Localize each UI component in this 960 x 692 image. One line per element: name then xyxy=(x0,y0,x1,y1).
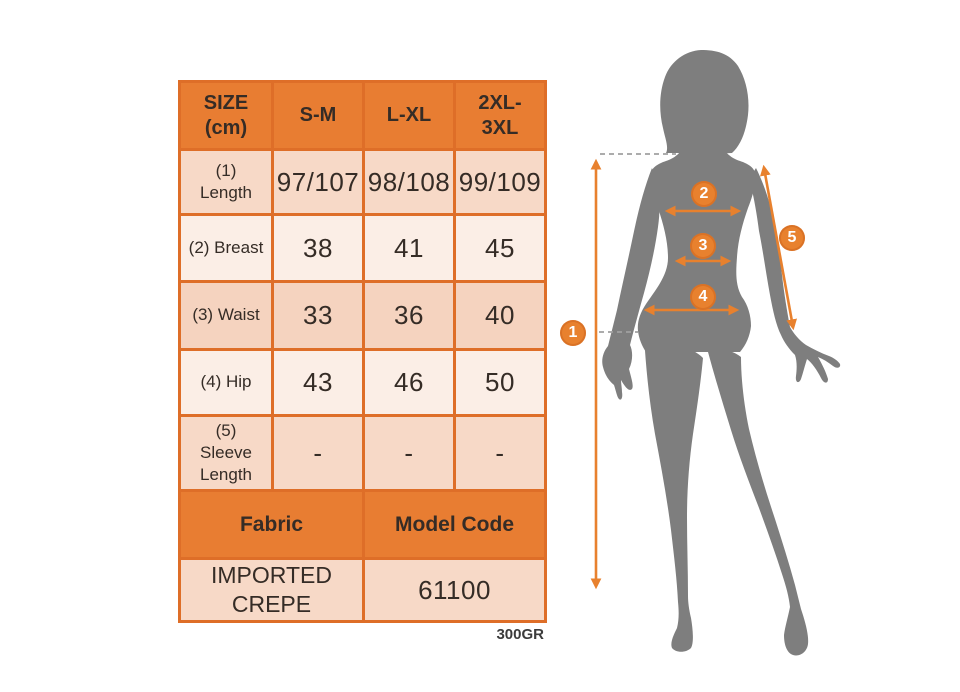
table-footer-header-row: Fabric Model Code xyxy=(178,489,547,560)
measure-badge-2: 2 xyxy=(691,181,717,207)
silhouette-left-leg xyxy=(644,336,703,652)
table-row-length: (1) Length 97/107 98/108 99/109 xyxy=(178,148,547,216)
table-row-breast: (2) Breast 38 41 45 xyxy=(178,213,547,283)
cell-waist-sm: 33 xyxy=(271,280,365,351)
measurement-arrows xyxy=(590,158,797,590)
silhouette-right-leg xyxy=(708,349,809,656)
measure-badge-3: 3 xyxy=(690,233,716,259)
row-label-line: Length xyxy=(200,183,252,202)
footer-header-fabric: Fabric xyxy=(178,489,365,560)
row-label-line: Sleeve xyxy=(200,442,252,462)
row-label-line: (1) xyxy=(215,160,237,180)
cell-sleeve-lxl: - xyxy=(362,414,456,492)
cell-sleeve-2xl: - xyxy=(453,414,547,492)
header-cell-size-cm: SIZE (cm) xyxy=(178,80,274,151)
cell-breast-2xl: 45 xyxy=(453,213,547,283)
cell-length-lxl: 98/108 xyxy=(362,148,456,216)
row-label-sleeve: (5) Sleeve Length xyxy=(178,414,274,492)
cell-length-sm: 97/107 xyxy=(271,148,365,216)
cell-length-2xl: 99/109 xyxy=(453,148,547,216)
footer-value-model-code: 61100 xyxy=(362,557,547,623)
header-size-line2: (cm) xyxy=(204,116,248,139)
fabric-value-line: CREPE xyxy=(231,591,312,617)
row-label-line: (5) xyxy=(215,420,237,440)
measure-badge-4: 4 xyxy=(690,284,716,310)
size-table: SIZE (cm) S-M L-XL 2XL- 3XL (1) Length 9… xyxy=(178,80,547,623)
cell-waist-2xl: 40 xyxy=(453,280,547,351)
table-row-hip: (4) Hip 43 46 50 xyxy=(178,348,547,417)
header-size-line1: SIZE xyxy=(203,91,249,114)
silhouette-head xyxy=(660,50,749,154)
header-cell-2xl3xl: 2XL- 3XL xyxy=(453,80,547,151)
measure-badge-5: 5 xyxy=(779,225,805,251)
cell-hip-2xl: 50 xyxy=(453,348,547,417)
footer-value-fabric: IMPORTED CREPE xyxy=(178,557,365,623)
cell-breast-lxl: 41 xyxy=(362,213,456,283)
row-label-breast: (2) Breast xyxy=(178,213,274,283)
header-cell-sm: S-M xyxy=(271,80,365,151)
header-2xl-line2: 3XL xyxy=(481,116,519,139)
footer-header-model-code: Model Code xyxy=(362,489,547,560)
header-cell-lxl: L-XL xyxy=(362,80,456,151)
row-label-hip: (4) Hip xyxy=(178,348,274,417)
header-2xl-line1: 2XL- xyxy=(478,91,522,114)
guide-lines xyxy=(599,153,676,333)
cell-waist-lxl: 36 xyxy=(362,280,456,351)
weight-note: 300GR xyxy=(496,626,544,643)
silhouette-right-arm xyxy=(751,168,841,383)
table-row-waist: (3) Waist 33 36 40 xyxy=(178,280,547,351)
sleeve-arrow xyxy=(760,164,797,331)
cell-hip-sm: 43 xyxy=(271,348,365,417)
table-footer-value-row: IMPORTED CREPE 61100 xyxy=(178,557,547,623)
table-header-row: SIZE (cm) S-M L-XL 2XL- 3XL xyxy=(178,80,547,151)
row-label-length: (1) Length xyxy=(178,148,274,216)
cell-hip-lxl: 46 xyxy=(362,348,456,417)
row-label-line: Length xyxy=(200,465,252,485)
table-row-sleeve: (5) Sleeve Length - - - xyxy=(178,414,547,492)
measure-badge-1: 1 xyxy=(560,320,586,346)
row-label-waist: (3) Waist xyxy=(178,280,274,351)
silhouette-left-arm xyxy=(602,168,660,400)
cell-breast-sm: 38 xyxy=(271,213,365,283)
fabric-value-line: IMPORTED xyxy=(211,562,332,589)
cell-sleeve-sm: - xyxy=(271,414,365,492)
woman-silhouette xyxy=(602,50,841,656)
